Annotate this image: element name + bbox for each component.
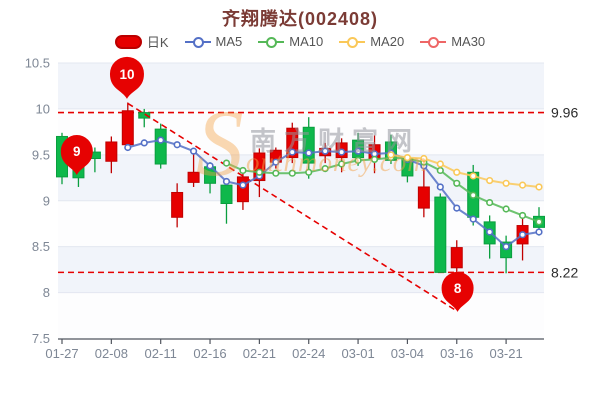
chart-title: 齐翔腾达(002408)	[221, 9, 379, 29]
candle-3	[105, 136, 118, 174]
legend-label: MA20	[370, 34, 405, 49]
pin-10: 10	[109, 56, 144, 99]
legend-label: 日K	[146, 35, 169, 50]
legend-item-日k[interactable]: 日K	[114, 32, 169, 51]
x-axis-label: 02-08	[95, 346, 128, 361]
legend: 日K MA5 MA10 MA20 MA30	[0, 32, 600, 51]
legend-item-ma20[interactable]: MA20	[339, 34, 404, 49]
x-axis-label: 03-04	[391, 346, 424, 361]
x-axis-label: 02-16	[193, 346, 226, 361]
kline-legend-swatch	[114, 34, 142, 49]
svg-text:9: 9	[73, 144, 81, 159]
legend-label: MA5	[215, 34, 243, 49]
x-axis-label: 03-16	[440, 346, 473, 361]
x-axis-label: 03-01	[341, 346, 374, 361]
pin-9: 9	[60, 135, 93, 176]
y-axis-label: 10	[36, 101, 50, 116]
legend-label: MA10	[289, 34, 324, 49]
candle-15	[302, 117, 315, 179]
candle-24	[450, 240, 463, 276]
pin-markers: 9 10 8	[60, 56, 474, 312]
candle-6	[154, 123, 167, 169]
y-axis-label: 7.5	[32, 331, 50, 346]
ma-legend-marker	[339, 36, 366, 48]
x-axis-label: 03-21	[489, 346, 522, 361]
ma-legend-marker	[258, 36, 285, 48]
axes: 10.5 10 9.5 9 8.5 8 7.501-27 02-08 02-11 02-16 02-…	[25, 56, 544, 361]
y-axis-label: 9.5	[32, 147, 50, 162]
x-axis-label: 02-24	[292, 346, 325, 361]
pin-8: 8	[441, 271, 474, 312]
candle-11	[236, 172, 249, 210]
legend-item-ma5[interactable]: MA5	[184, 34, 243, 49]
legend-item-ma30[interactable]: MA30	[420, 34, 485, 49]
ref-line-label: 9.96	[551, 105, 578, 121]
legend-label: MA30	[451, 34, 486, 49]
y-axis-label: 8	[43, 285, 50, 300]
candle-10	[220, 178, 233, 224]
x-axis-label: 01-27	[45, 346, 78, 361]
candle-7	[171, 183, 184, 228]
candle-23	[434, 193, 447, 273]
candle-5	[138, 108, 151, 128]
y-axis-label: 8.5	[32, 239, 50, 254]
plot-bands	[58, 63, 544, 339]
y-axis-label: 10.5	[25, 56, 50, 71]
y-axis-label: 9	[43, 193, 50, 208]
ma5-line	[124, 136, 543, 251]
trend-line	[127, 102, 458, 312]
legend-item-ma10[interactable]: MA10	[258, 34, 323, 49]
ma20-line	[387, 151, 543, 191]
ma-legend-marker	[184, 36, 211, 48]
svg-text:8: 8	[454, 281, 462, 296]
ma-legend-marker	[420, 36, 447, 48]
candle-14	[286, 122, 299, 164]
candle-8	[187, 152, 200, 187]
x-axis-label: 02-21	[243, 346, 276, 361]
ref-line-label: 8.22	[551, 264, 578, 280]
x-axis-label: 02-11	[145, 346, 177, 361]
svg-text:10: 10	[119, 67, 134, 82]
